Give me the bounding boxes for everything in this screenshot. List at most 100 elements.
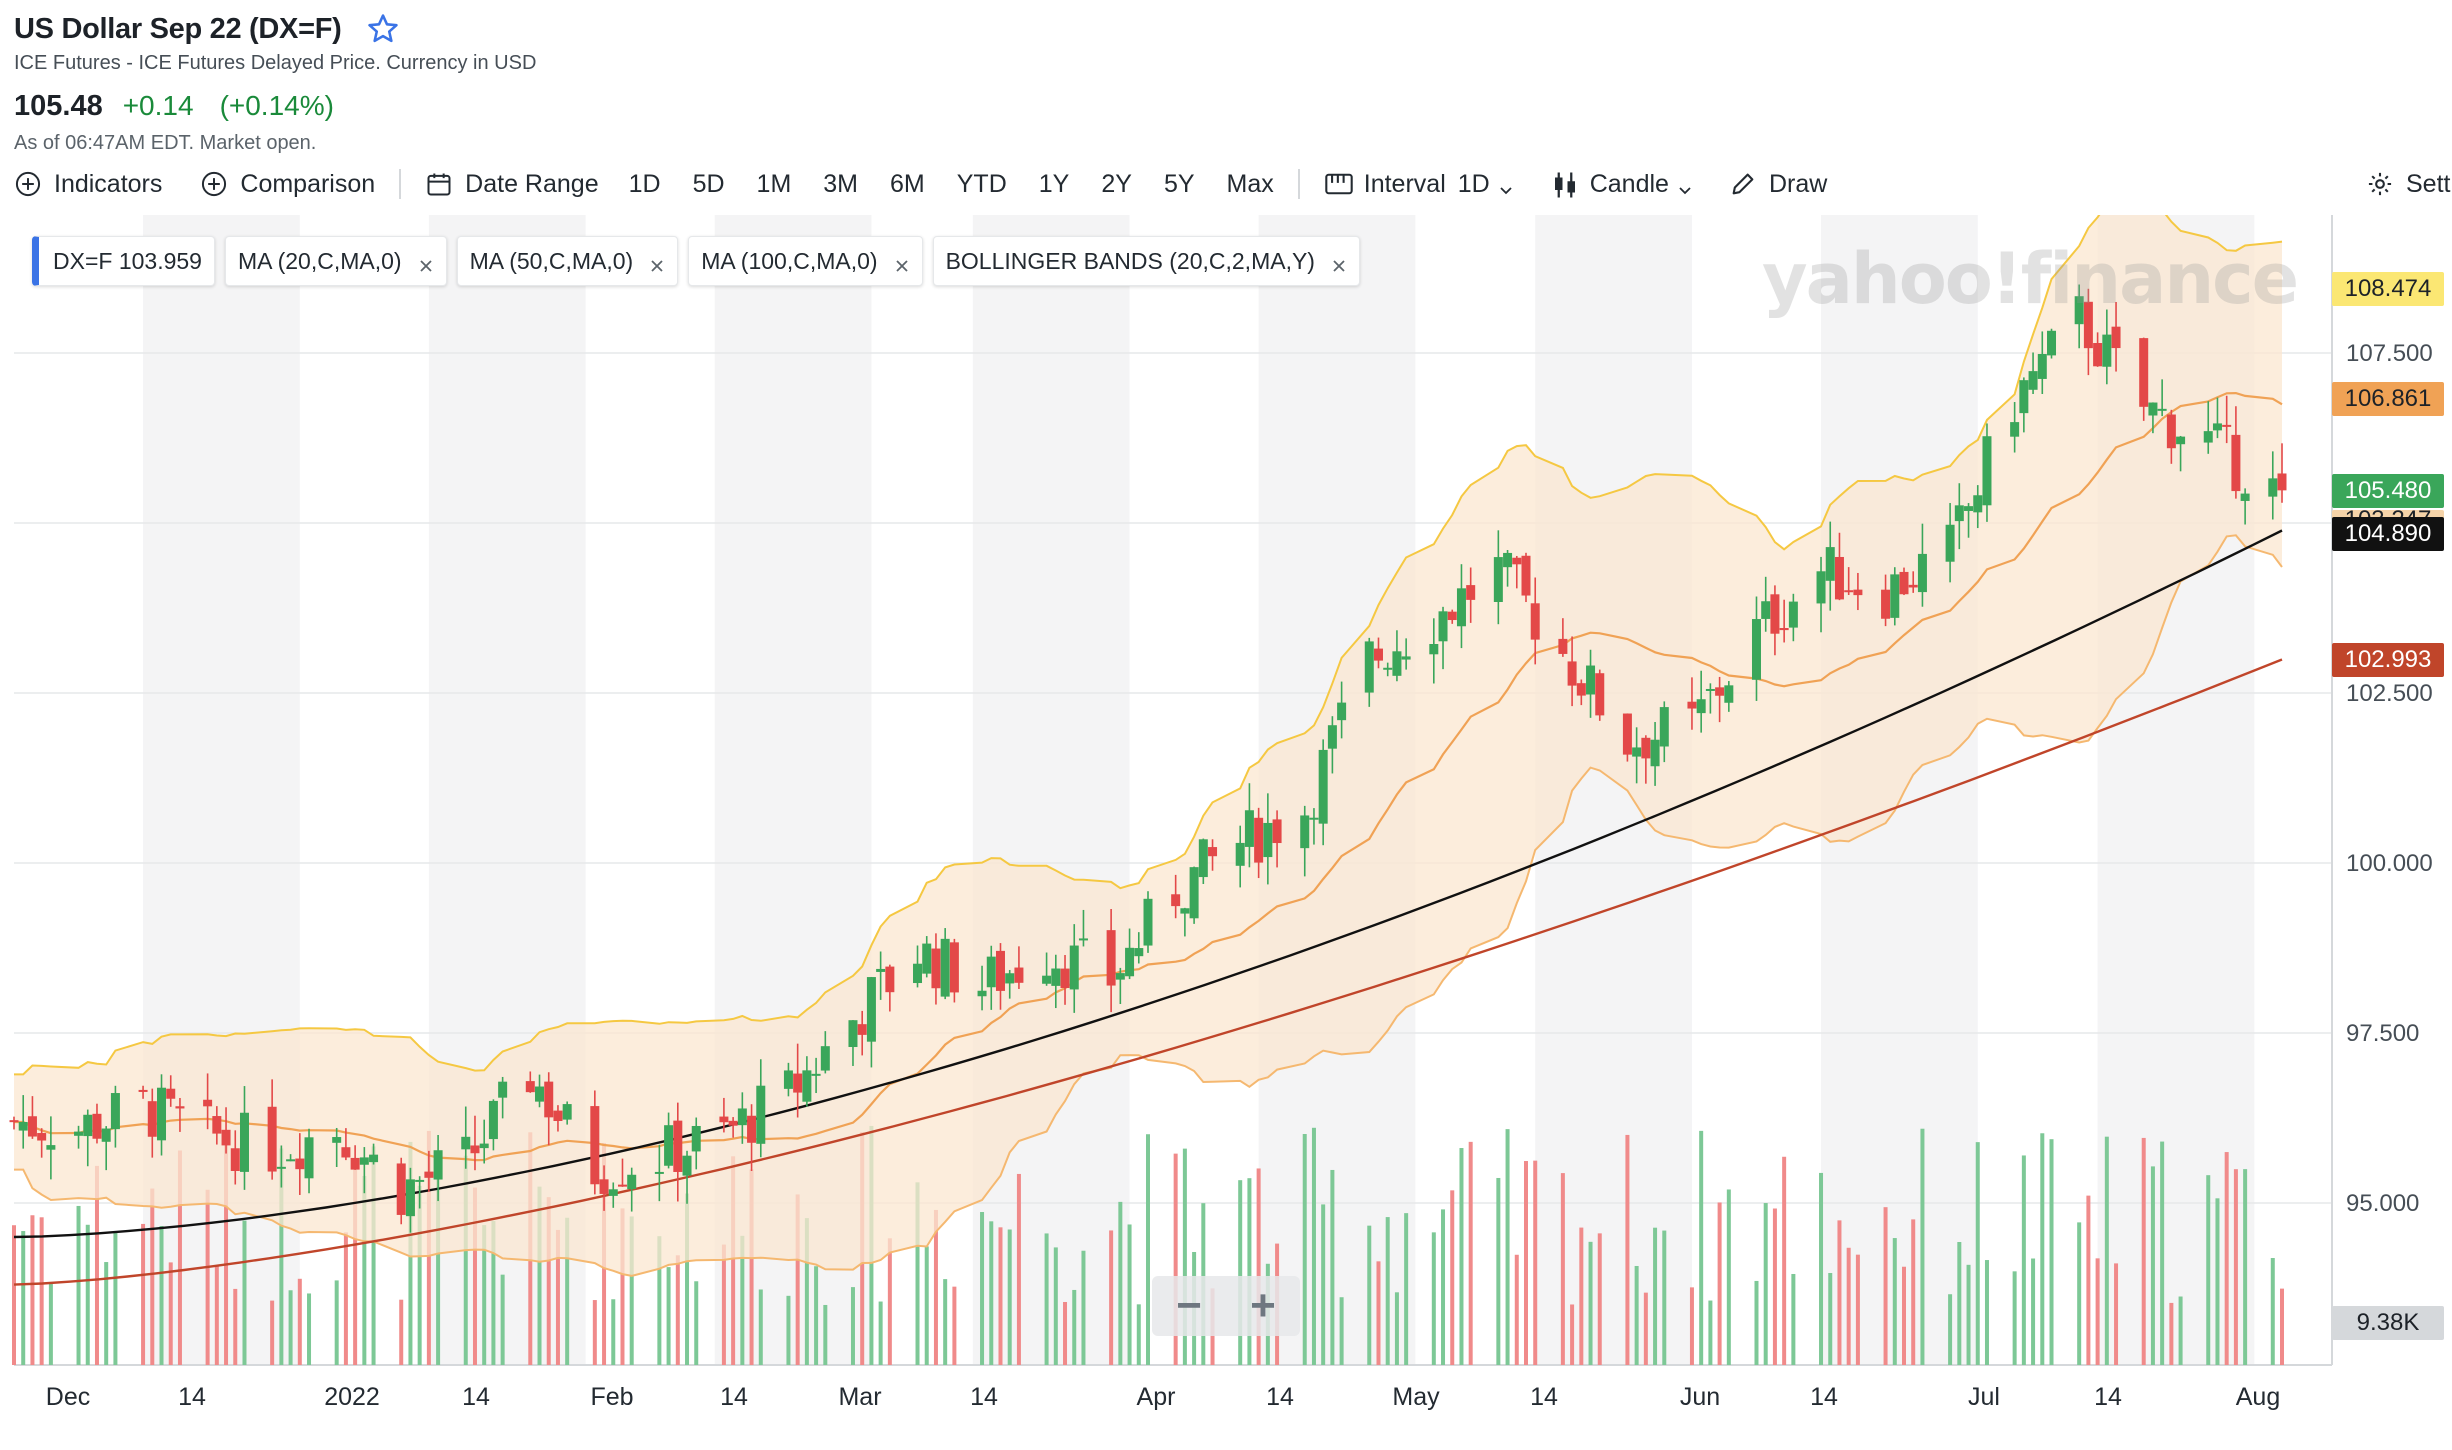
volume-bar <box>168 1262 173 1365</box>
zoom-in-button[interactable]: + <box>1250 1281 1276 1330</box>
candle-body <box>27 1116 37 1137</box>
candle-body <box>1005 973 1015 984</box>
candle <box>286 1154 296 1162</box>
candle <box>940 928 950 1000</box>
close-icon[interactable] <box>894 253 910 272</box>
volume-bar <box>1634 1265 1639 1365</box>
range-6m-button[interactable]: 6M <box>890 169 925 198</box>
candle <box>1788 593 1798 642</box>
interval-dropdown[interactable]: Interval 1D <box>1324 163 1514 205</box>
volume-bar <box>21 1231 26 1365</box>
candle <box>221 1107 231 1154</box>
volume-bar <box>657 1236 662 1365</box>
candle-body <box>1254 817 1264 863</box>
range-2y-button[interactable]: 2Y <box>1101 169 1132 198</box>
candle-body <box>2139 338 2149 407</box>
candle-body <box>175 1106 185 1109</box>
candle-body <box>2231 434 2241 492</box>
candle-body <box>2028 371 2038 390</box>
candle-body <box>166 1088 176 1099</box>
moving-averages <box>13 391 2283 1286</box>
volume-bar <box>1533 1160 1538 1365</box>
ma50-line <box>13 529 2283 1239</box>
close-icon[interactable] <box>418 253 434 272</box>
volume-bar <box>1902 1266 1906 1365</box>
candle <box>1521 552 1531 603</box>
candle <box>2148 402 2158 434</box>
volume-bar <box>1625 1134 1630 1365</box>
close-icon[interactable] <box>649 253 665 272</box>
volume-bar <box>1948 1294 1953 1365</box>
zoom-out-button[interactable]: − <box>1176 1281 1202 1330</box>
volume-bar <box>104 1262 109 1365</box>
volume-bar <box>924 1246 929 1365</box>
volume-bar <box>1984 1260 1989 1365</box>
candle <box>756 1059 766 1158</box>
volume-bar <box>1763 1203 1768 1365</box>
volume-bar <box>1524 1161 1528 1365</box>
ma100-chip[interactable]: MA (100,C,MA,0) <box>688 236 923 286</box>
candle-body <box>617 1184 627 1187</box>
candle <box>27 1096 37 1139</box>
volume-bar <box>1597 1233 1602 1365</box>
volume-bar <box>2012 1271 2017 1365</box>
candle <box>2231 406 2241 499</box>
date-range-button[interactable]: Date Range <box>425 163 599 205</box>
candle <box>424 1150 434 1192</box>
volume-bar <box>2270 1258 2275 1365</box>
candle <box>2102 309 2112 385</box>
candle-body <box>1687 701 1697 709</box>
candle-body <box>424 1171 434 1178</box>
volume-bar <box>814 1266 819 1365</box>
price-chart-area[interactable]: 107.500 102.500 100.000 97.500 95.000 Dec 14 2… <box>0 194 2452 1450</box>
candle-body <box>1521 555 1531 596</box>
range-1d-button[interactable]: 1D <box>628 169 661 198</box>
range-1y-button[interactable]: 1Y <box>1038 169 1070 198</box>
indicators-button[interactable]: Indicators <box>14 163 162 205</box>
volume-bar <box>1643 1292 1648 1365</box>
volume-bar <box>592 1300 597 1365</box>
volume-bar <box>1699 1130 1704 1365</box>
volume-bar <box>334 1280 339 1365</box>
candle-body <box>931 948 941 989</box>
range-max-button[interactable]: Max <box>1226 169 1274 198</box>
comparison-button[interactable]: Comparison <box>200 163 375 205</box>
x-tick-label: 14 <box>720 1383 748 1411</box>
range-ytd-button[interactable]: YTD <box>956 169 1007 198</box>
candle <box>18 1095 28 1149</box>
candle <box>2277 443 2287 503</box>
ma20-chip[interactable]: MA (20,C,MA,0) <box>224 236 447 286</box>
volume-bar <box>758 1289 763 1365</box>
candle-body <box>885 966 895 993</box>
candle-body <box>1650 739 1660 767</box>
volume-bar <box>1376 1261 1381 1365</box>
candlestick-chart[interactable]: 107.500 102.500 100.000 97.500 95.000 Dec 14 2… <box>0 194 2452 1450</box>
volume-bar <box>2243 1169 2248 1365</box>
volume-bars <box>12 1125 2284 1365</box>
candle-body <box>525 1081 535 1093</box>
candle-body <box>359 1157 369 1165</box>
volume-bar <box>343 1232 348 1365</box>
draw-button[interactable]: Draw <box>1729 163 1827 205</box>
candle <box>1327 716 1337 774</box>
settings-button[interactable]: Settings <box>2366 163 2452 205</box>
volume-bar <box>1560 1173 1565 1365</box>
y-tick-label: 100.000 <box>2346 850 2433 877</box>
candle <box>737 1092 747 1144</box>
candle-body <box>295 1158 305 1170</box>
x-tick-label: Jun <box>1680 1383 1720 1411</box>
candle <box>986 945 996 1010</box>
candle-body <box>553 1110 563 1122</box>
candle <box>295 1133 305 1195</box>
range-3m-button[interactable]: 3M <box>823 169 859 198</box>
range-1m-button[interactable]: 1M <box>756 169 792 198</box>
symbol-chip[interactable]: DX=F 103.959 <box>32 236 215 286</box>
star-outline-icon[interactable] <box>366 12 400 46</box>
range-5d-button[interactable]: 5D <box>692 169 725 198</box>
candle <box>1429 618 1439 684</box>
bollinger-chip[interactable]: BOLLINGER BANDS (20,C,2,MA,Y) <box>932 236 1360 286</box>
close-icon[interactable] <box>1331 253 1347 272</box>
ma50-chip[interactable]: MA (50,C,MA,0) <box>456 236 679 286</box>
range-5y-button[interactable]: 5Y <box>1163 169 1195 198</box>
chart-type-dropdown[interactable]: Candle <box>1550 163 1693 205</box>
